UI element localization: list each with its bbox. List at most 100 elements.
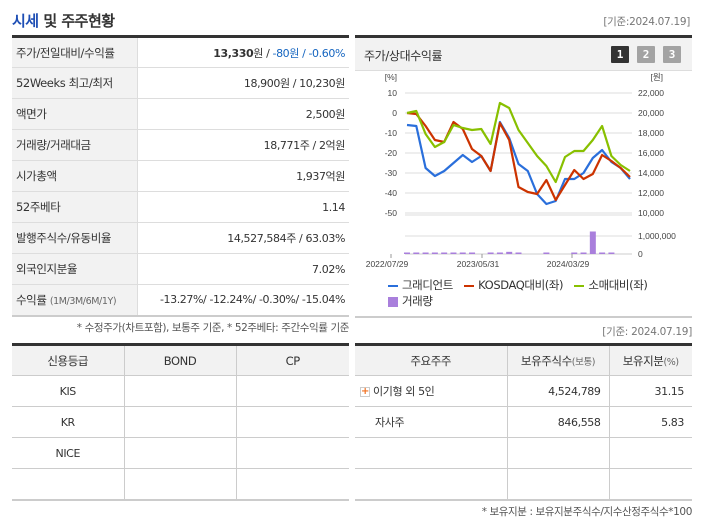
holder-shares: 4,524,789 [507, 375, 610, 407]
legend-volume: 거래량 [388, 294, 433, 308]
holder-base-date: [기준: 2024.07.19] [602, 326, 692, 338]
volume-tick: 0 [638, 249, 643, 259]
quote-base-date: [기준:2024.07.19] [603, 16, 690, 28]
credit-header-row: 신용등급 BOND CP [12, 344, 349, 376]
table-row: KIS [12, 375, 349, 407]
credit-agency: NICE [12, 437, 125, 469]
table-row: 자사주 846,558 5.83 [355, 406, 692, 438]
quote-label: 52주베타 [12, 191, 138, 223]
quote-label: 발행주식수/유동비율 [12, 222, 138, 254]
quote-label: 거래량/거래대금 [12, 129, 138, 161]
holder-pct [609, 437, 692, 469]
volume-bar [413, 252, 420, 254]
volume-bar [515, 252, 522, 254]
right-axis-unit: [원] [650, 72, 663, 82]
legend-label: 그래디언트 [402, 278, 453, 292]
holder-header-shares-sub: (보통) [571, 356, 596, 368]
holder-name[interactable]: + 이기형 외 5인 [355, 375, 508, 407]
holder-header-pct: 보유지분(%) [609, 344, 692, 376]
volume-bar [459, 252, 466, 254]
quote-label: 시가총액 [12, 160, 138, 192]
left-axis-unit: [%] [385, 72, 397, 82]
quote-footnote: * 수정주가(차트포함), 보통주 기준, * 52주베타: 주간수익률 기준 [76, 322, 350, 334]
volume-bar [487, 252, 494, 254]
expand-plus-icon[interactable]: + [360, 386, 370, 397]
right-tick: 22,000 [638, 88, 664, 98]
major-shareholders-table: 주요주주 보유주식수(보통) 보유지분(%) + 이기형 외 5인 4,524,7… [355, 343, 692, 501]
holder-header-pct-sub: (%) [663, 356, 679, 368]
legend-kosdaq: KOSDAQ대비(좌) [464, 278, 564, 292]
credit-cp [236, 437, 349, 469]
chart-tab-1[interactable]: 1 [611, 46, 629, 63]
quote-row-price: 주가/전일대비/수익률 13,330원 / -80원 / -0.60% [12, 36, 349, 68]
quote-value: 13,330원 / -80원 / -0.60% [137, 36, 349, 68]
chart-tab-3[interactable]: 3 [663, 46, 681, 63]
legend-label: KOSDAQ대비(좌) [478, 278, 564, 292]
holder-name-text: 이기형 외 5인 [373, 385, 435, 398]
volume-bar [404, 252, 410, 254]
left-tick: -30 [385, 168, 398, 178]
volume-bar [599, 252, 606, 254]
quote-row: 거래량/거래대금 18,771주 / 2억원 [12, 129, 349, 161]
volume-bar [431, 252, 438, 254]
price-unit: 원 / [253, 46, 273, 60]
quote-row: 52주베타 1.14 [12, 191, 349, 223]
credit-header: CP [236, 344, 349, 376]
chart-title: 주가/상대수익률 [364, 49, 443, 63]
left-tick: 0 [392, 108, 397, 118]
holder-name [355, 437, 508, 469]
quote-row-returns: 수익률 (1M/3M/6M/1Y) -13.27%/ -12.24%/ -0.3… [12, 284, 349, 317]
holder-pct [609, 468, 692, 501]
volume-tick: 1,000,000 [638, 231, 676, 241]
left-tick: -20 [385, 148, 398, 158]
holder-shares [507, 468, 610, 501]
series-line-1 [406, 111, 631, 202]
quote-value: 2,500원 [137, 98, 349, 130]
chart-bottom-divider [355, 316, 692, 318]
volume-bar [580, 252, 587, 254]
section-title: 시세 및 주주현황 [12, 10, 115, 31]
right-tick: 12,000 [638, 188, 664, 198]
credit-bond [124, 437, 237, 469]
right-tick: 10,000 [638, 208, 664, 218]
holder-pct: 5.83 [609, 406, 692, 438]
chart-tab-2[interactable]: 2 [637, 46, 655, 63]
legend-retail: 소매대비(좌) [574, 278, 648, 292]
legend-label: 거래량 [402, 294, 433, 308]
volume-bar [589, 231, 596, 254]
quote-row: 52Weeks 최고/최저 18,900원 / 10,230원 [12, 67, 349, 99]
holder-header-row: 주요주주 보유주식수(보통) 보유지분(%) [355, 344, 692, 376]
quote-value: 1,937억원 [137, 160, 349, 192]
quote-value: 1.14 [137, 191, 349, 223]
credit-bond [124, 468, 237, 501]
holder-header-name: 주요주주 [355, 344, 508, 376]
holder-shares [507, 437, 610, 469]
quote-value: 18,900원 / 10,230원 [137, 67, 349, 99]
credit-bond [124, 375, 237, 407]
quote-row: 시가총액 1,937억원 [12, 160, 349, 192]
quote-label: 수익률 (1M/3M/6M/1Y) [12, 284, 138, 317]
chart-legend: 그래디언트 KOSDAQ대비(좌) 소매대비(좌) 거래량 [388, 277, 688, 309]
holder-name: 자사주 [355, 406, 508, 438]
legend-swatch-green [574, 284, 585, 287]
quote-label: 외국인지분율 [12, 253, 138, 285]
holder-shares: 846,558 [507, 406, 610, 438]
holder-header-shares: 보유주식수(보통) [507, 344, 610, 376]
quote-label: 주가/전일대비/수익률 [12, 36, 138, 68]
relative-return-chart: [%] [원] 10 22,000 0 20,000 -10 18,000 -20 16,000 -… [366, 72, 676, 269]
volume-bar [543, 252, 550, 254]
returns-label: 수익률 [16, 292, 47, 307]
credit-agency: KIS [12, 375, 125, 407]
left-tick: 10 [388, 88, 398, 98]
quote-value: 14,527,584주 / 63.03% [137, 222, 349, 254]
volume-bar [422, 252, 429, 254]
right-tick: 18,000 [638, 128, 664, 138]
x-tick-label: 2022/07/29 [366, 259, 409, 269]
series-line-0 [406, 120, 631, 206]
price-change: -80원 / -0.60% [272, 46, 346, 60]
volume-bar [496, 252, 503, 254]
table-row: KR [12, 406, 349, 438]
left-tick: -40 [385, 188, 398, 198]
table-row: NICE [12, 437, 349, 469]
credit-cp [236, 375, 349, 407]
